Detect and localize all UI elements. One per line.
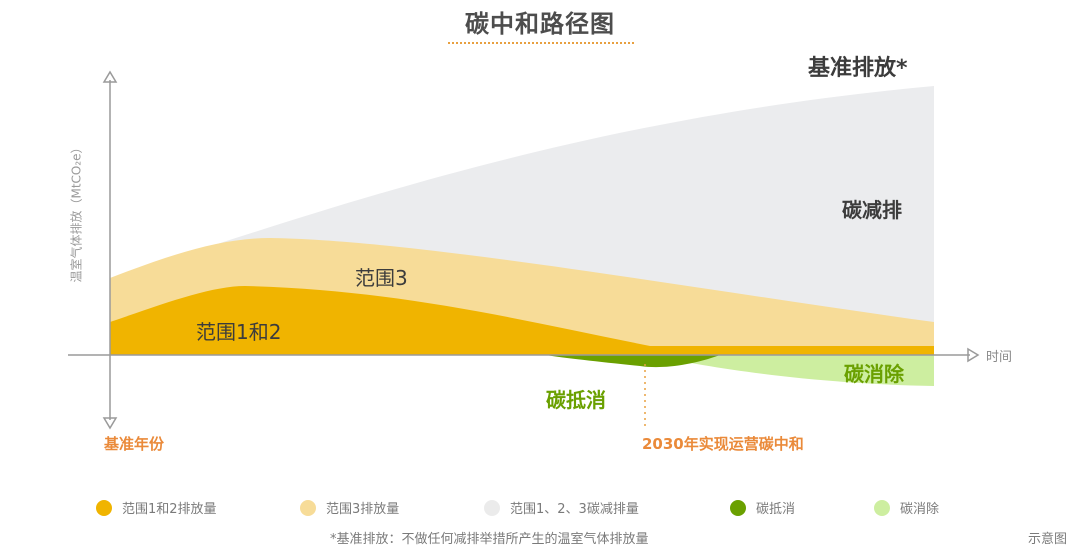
legend-dot-reduction: [484, 499, 500, 516]
legend-item-scope12: 范围1和2排放量: [96, 498, 217, 517]
offset-label: 碳抵消: [546, 388, 606, 412]
y-axis-arrow-up: [102, 70, 118, 83]
scope12-area: [110, 286, 934, 355]
legend-item-reduction: 范围1、2、3碳减排量: [484, 498, 639, 517]
scope3-label: 范围3: [355, 266, 408, 290]
legend-label: 范围1和2排放量: [122, 502, 217, 517]
legend-label: 碳消除: [900, 502, 940, 517]
offset-area: [545, 355, 720, 368]
legend-item-scope3: 范围3排放量: [300, 498, 399, 517]
x-axis-arrow: [967, 347, 980, 363]
scope12-label: 范围1和2: [196, 320, 282, 344]
legend-item-removal: 碳消除: [874, 498, 939, 517]
removal-area: [650, 355, 934, 386]
title-underline: [448, 42, 634, 44]
neutral-2030-label: 2030年实现运营碳中和: [642, 435, 804, 453]
page-title: 碳中和路径图: [465, 10, 615, 38]
legend-dot-offset: [730, 499, 746, 516]
x-axis-label: 时间: [986, 350, 1013, 365]
legend-dot-removal: [874, 499, 890, 516]
schematic-note: 示意图: [1028, 532, 1068, 547]
reduction-label: 碳减排: [842, 198, 902, 222]
y-axis-label: 温室气体排放（MtCO₂e）: [69, 141, 84, 283]
baseline-emissions-label: 基准排放*: [808, 56, 908, 81]
base-year-label: 基准年份: [104, 435, 165, 453]
legend: 范围1和2排放量 范围3排放量 范围1、2、3碳减排量 碳抵消 碳消除: [0, 498, 1080, 520]
footnote: *基准排放：不做任何减排举措所产生的温室气体排放量: [330, 532, 649, 547]
y-axis-arrow-down: [102, 417, 118, 430]
legend-label: 范围3排放量: [326, 502, 400, 517]
legend-dot-scope12: [96, 499, 112, 516]
removal-label: 碳消除: [844, 362, 904, 386]
legend-label: 碳抵消: [756, 502, 796, 517]
legend-item-offset: 碳抵消: [730, 498, 795, 517]
legend-dot-scope3: [300, 499, 316, 516]
legend-label: 范围1、2、3碳减排量: [510, 502, 639, 517]
